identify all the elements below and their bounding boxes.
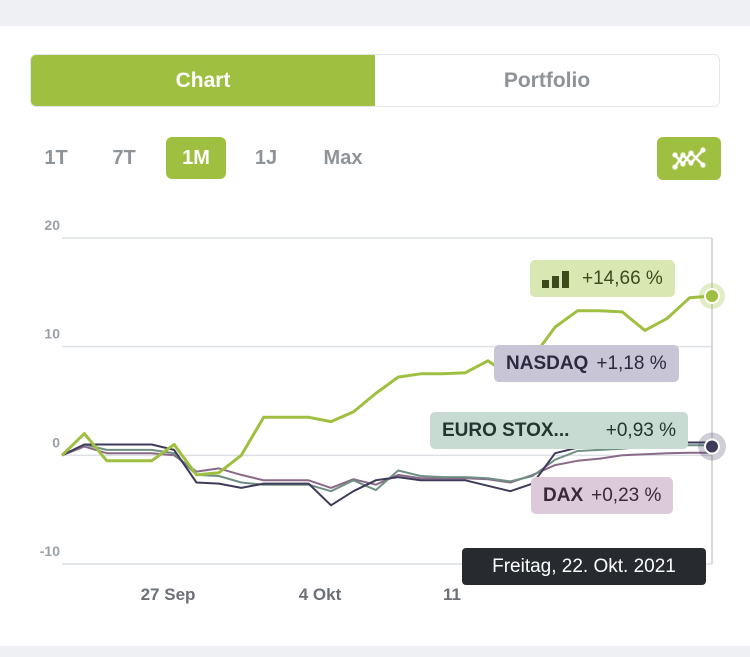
portfolio-chart-card bbox=[0, 26, 750, 646]
date-tooltip: Freitag, 22. Okt. 2021 bbox=[462, 548, 706, 585]
portfolio-line bbox=[60, 294, 713, 477]
euro-stoxx-line bbox=[61, 443, 712, 493]
view-switcher: Chart Portfolio bbox=[30, 54, 720, 107]
nasdaq-value: +1,18 % bbox=[596, 352, 667, 374]
x-tick-label: 4 Okt bbox=[299, 585, 342, 604]
range-7t[interactable]: 7T bbox=[112, 146, 136, 169]
nasdaq-name: NASDAQ bbox=[506, 352, 589, 374]
tab-portfolio[interactable]: Portfolio bbox=[503, 68, 591, 92]
range-1m[interactable]: 1M bbox=[166, 137, 226, 179]
nasdaq-performance-tag: NASDAQ +1,18 % bbox=[494, 345, 679, 382]
dax-name: DAX bbox=[543, 484, 584, 506]
portfolio-performance-value: +14,66 % bbox=[582, 267, 663, 289]
dax-value: +0,23 % bbox=[591, 484, 662, 506]
x-tick-label: 27 Sep bbox=[141, 585, 196, 604]
compare-indices-button[interactable] bbox=[657, 137, 721, 180]
y-tick-label: 20 bbox=[44, 217, 60, 233]
euro-stoxx-value: +0,93 % bbox=[605, 419, 676, 441]
dax-performance-tag: DAX +0,23 % bbox=[531, 477, 674, 514]
line-graph-icon bbox=[672, 146, 706, 170]
portfolio-end-point bbox=[704, 288, 720, 305]
euro-stoxx-name: EURO STOX... bbox=[442, 419, 570, 441]
bar-chart-icon bbox=[542, 270, 569, 288]
range-1j[interactable]: 1J bbox=[254, 146, 278, 169]
tab-chart[interactable]: Chart bbox=[31, 55, 375, 106]
index-end-point bbox=[704, 438, 720, 455]
y-tick-label: 10 bbox=[44, 326, 60, 342]
range-1t[interactable]: 1T bbox=[44, 146, 68, 169]
euro-stoxx-performance-tag: EURO STOX... +0,93 % bbox=[430, 412, 688, 449]
x-tick-label: 11 bbox=[443, 585, 461, 604]
y-tick-label: 0 bbox=[52, 434, 60, 450]
portfolio-performance-tag: +14,66 % bbox=[530, 260, 675, 297]
range-max[interactable]: Max bbox=[323, 146, 363, 169]
y-tick-label: -10 bbox=[40, 543, 60, 559]
